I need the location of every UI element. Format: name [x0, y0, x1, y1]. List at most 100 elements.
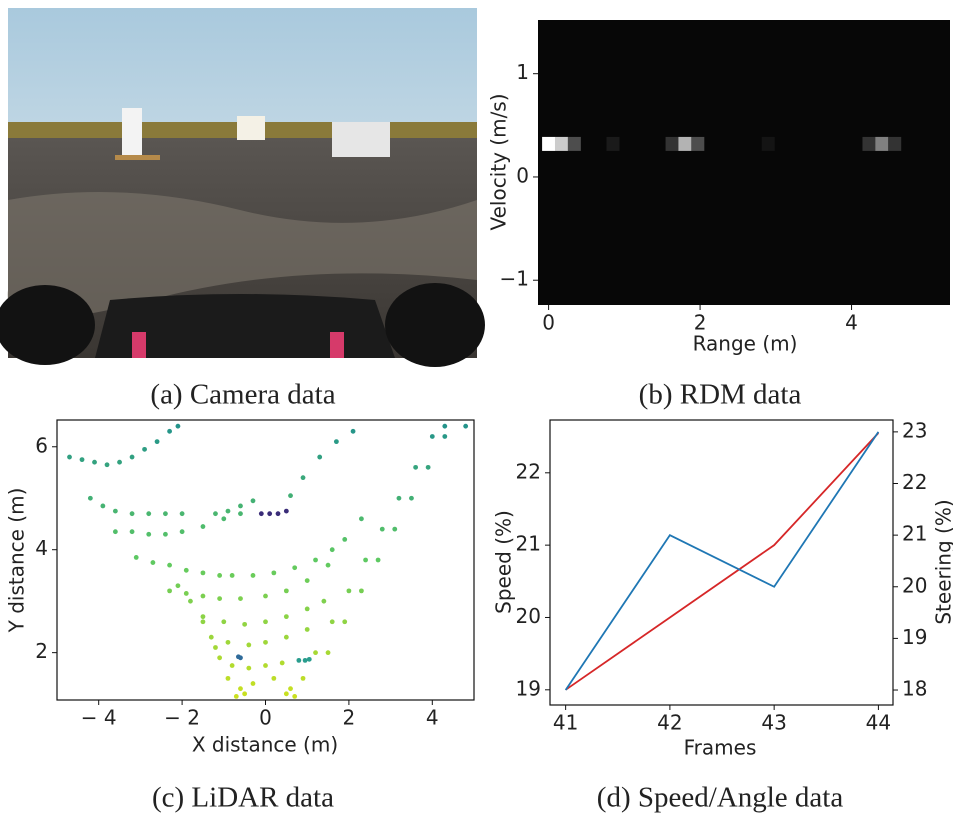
y2-tick-label: 19: [902, 625, 927, 649]
lidar-point: [317, 455, 322, 460]
heatmap-cell: [888, 137, 901, 151]
lidar-point: [305, 627, 310, 632]
heatmap-cell: [678, 137, 691, 151]
lidar-point: [217, 655, 222, 660]
figure: (a) Camera data (b) RDM dataRange (m)Vel…: [0, 0, 953, 816]
lidar-point: [221, 516, 226, 521]
lidar-point: [163, 532, 168, 537]
caption: (c) LiDAR data: [152, 782, 334, 814]
lidar-point: [246, 666, 251, 671]
lidar-point: [376, 558, 381, 563]
y2-axis-label: Steering (%): [932, 499, 953, 624]
lidar-point: [176, 583, 181, 588]
x-tick-label: 2: [694, 311, 707, 335]
heatmap-cell: [691, 137, 704, 151]
y-axis-label: Speed (%): [492, 510, 516, 614]
lidar-point: [238, 511, 243, 516]
lidar-point: [80, 457, 85, 462]
lidar-point: [236, 654, 241, 659]
lidar-point: [292, 565, 297, 570]
lidar-point: [263, 663, 268, 668]
lidar-point: [263, 619, 268, 624]
x-tick-label: 43: [761, 711, 786, 735]
heatmap-cell: [606, 137, 619, 151]
y2-tick-label: 18: [902, 677, 927, 701]
y2-tick-label: 20: [902, 573, 927, 597]
heatmap-cell: [542, 137, 555, 151]
camera-image: [0, 8, 485, 367]
lidar-point: [226, 640, 231, 645]
lidar-point: [284, 614, 289, 619]
lidar-point: [226, 676, 231, 681]
y-tick-label: 22: [516, 459, 541, 483]
lidar-point: [217, 573, 222, 578]
y-tick-label: 4: [35, 536, 48, 560]
lidar-point: [105, 462, 110, 467]
lidar-point: [234, 694, 239, 699]
lidar-point: [284, 691, 289, 696]
lidar-point: [413, 465, 418, 470]
lidar-point: [313, 558, 318, 563]
lidar-point: [209, 635, 214, 640]
lidar-point: [284, 588, 289, 593]
y-tick-label: 21: [516, 532, 541, 556]
lidar-point: [342, 619, 347, 624]
x-tick-label: − 4: [81, 706, 117, 730]
lidar-point: [347, 588, 352, 593]
lidar-point: [330, 619, 335, 624]
plot-frame: [550, 420, 893, 705]
lidar-point: [100, 504, 105, 509]
lidar-point: [251, 498, 256, 503]
y-tick-label: 2: [35, 639, 48, 663]
x-tick-label: − 2: [164, 706, 200, 730]
lidar-point: [184, 568, 189, 573]
lidar-point: [130, 529, 135, 534]
lidar-point: [397, 496, 402, 501]
lidar-point: [351, 429, 356, 434]
line-series: [566, 432, 879, 690]
x-tick-label: 0: [542, 311, 555, 335]
lidar-point: [342, 537, 347, 542]
x-axis-label: Range (m): [693, 332, 798, 356]
y2-tick-label: 21: [902, 522, 927, 546]
lidar-point: [130, 455, 135, 460]
lidar-point: [305, 606, 310, 611]
lidar-point: [167, 588, 172, 593]
x-tick-label: 2: [343, 706, 356, 730]
caption: (b) RDM data: [639, 379, 802, 411]
lidar-point: [238, 686, 243, 691]
lidar-point: [167, 429, 172, 434]
lidar-point: [259, 511, 264, 516]
lidar-point: [288, 686, 293, 691]
lidar-point: [176, 424, 181, 429]
lidar-point: [426, 465, 431, 470]
heatmap-cell: [666, 137, 679, 151]
lidar-point: [280, 661, 285, 666]
y2-tick-label: 23: [902, 418, 927, 442]
lidar-point: [288, 493, 293, 498]
lidar-point: [359, 588, 364, 593]
y-tick-label: 20: [516, 604, 541, 628]
lidar-point: [284, 635, 289, 640]
lidar-point: [146, 511, 151, 516]
y-tick-label: 1: [516, 60, 529, 84]
lidar-point: [305, 578, 310, 583]
lidar-point: [313, 650, 318, 655]
lidar-point: [263, 594, 268, 599]
lidar-point: [321, 599, 326, 604]
lidar-point: [303, 658, 308, 663]
lidar-point: [113, 529, 118, 534]
lidar-point: [180, 529, 185, 534]
lidar-point: [238, 596, 243, 601]
lidar-point: [301, 676, 306, 681]
x-tick-label: 42: [657, 711, 682, 735]
heatmap-cell: [568, 137, 581, 151]
lidar-point: [230, 663, 235, 668]
x-tick-label: 41: [553, 711, 578, 735]
lidar-point: [130, 511, 135, 516]
lidar-point: [267, 511, 272, 516]
lidar-point: [238, 504, 243, 509]
lidar-point: [442, 424, 447, 429]
y-tick-label: 0: [516, 163, 529, 187]
x-axis-label: X distance (m): [192, 733, 338, 757]
